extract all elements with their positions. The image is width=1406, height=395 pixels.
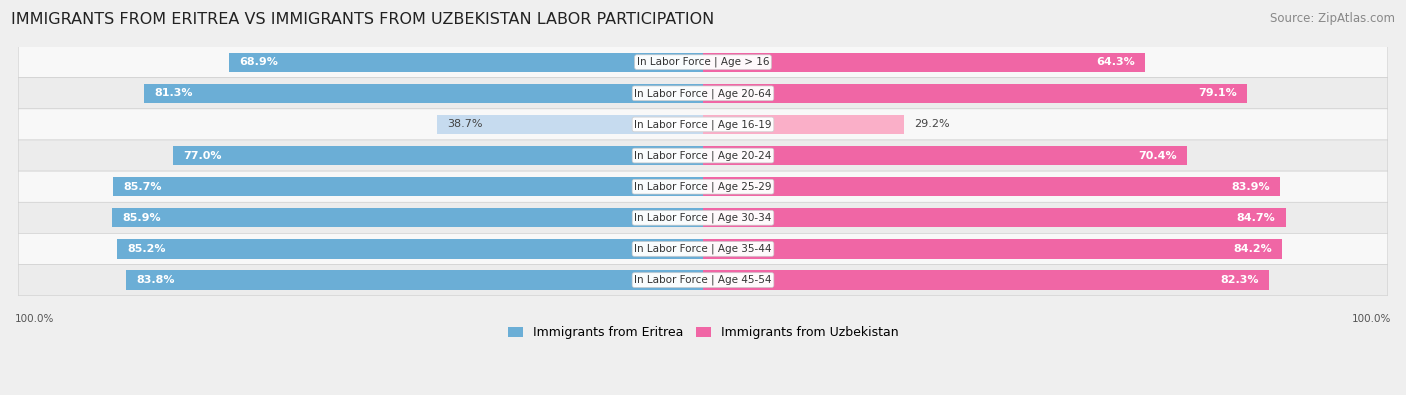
Bar [703,239,1282,259]
Text: 83.8%: 83.8% [136,275,176,285]
Text: In Labor Force | Age 45-54: In Labor Force | Age 45-54 [634,275,772,285]
Bar [703,271,1270,290]
Text: 70.4%: 70.4% [1139,150,1177,160]
Text: 79.1%: 79.1% [1198,88,1237,98]
Text: In Labor Force | Age 25-29: In Labor Force | Age 25-29 [634,181,772,192]
Text: 81.3%: 81.3% [155,88,193,98]
Text: 84.7%: 84.7% [1237,213,1275,223]
Bar [127,271,703,290]
Text: 84.2%: 84.2% [1233,244,1272,254]
Text: 77.0%: 77.0% [184,150,222,160]
Bar [112,208,703,228]
Bar [173,146,703,165]
Bar [437,115,703,134]
FancyBboxPatch shape [18,202,1388,233]
Bar [114,177,703,196]
Text: In Labor Force | Age 20-64: In Labor Force | Age 20-64 [634,88,772,98]
Bar [703,115,904,134]
Text: In Labor Force | Age 35-44: In Labor Force | Age 35-44 [634,244,772,254]
Text: 82.3%: 82.3% [1220,275,1258,285]
Text: 100.0%: 100.0% [15,314,55,324]
Bar [703,84,1247,103]
Text: In Labor Force | Age 20-24: In Labor Force | Age 20-24 [634,150,772,161]
Bar [229,53,703,72]
Text: 85.2%: 85.2% [127,244,166,254]
Bar [703,53,1146,72]
Text: 100.0%: 100.0% [1351,314,1391,324]
Text: 64.3%: 64.3% [1097,57,1135,67]
Text: In Labor Force | Age 30-34: In Labor Force | Age 30-34 [634,213,772,223]
Text: 85.7%: 85.7% [124,182,162,192]
FancyBboxPatch shape [18,109,1388,140]
FancyBboxPatch shape [18,171,1388,202]
Text: In Labor Force | Age > 16: In Labor Force | Age > 16 [637,57,769,68]
FancyBboxPatch shape [18,140,1388,171]
Bar [143,84,703,103]
FancyBboxPatch shape [18,265,1388,295]
Text: 29.2%: 29.2% [914,119,950,130]
Text: In Labor Force | Age 16-19: In Labor Force | Age 16-19 [634,119,772,130]
FancyBboxPatch shape [18,233,1388,265]
Bar [703,146,1187,165]
Text: IMMIGRANTS FROM ERITREA VS IMMIGRANTS FROM UZBEKISTAN LABOR PARTICIPATION: IMMIGRANTS FROM ERITREA VS IMMIGRANTS FR… [11,12,714,27]
Text: 85.9%: 85.9% [122,213,160,223]
Text: 83.9%: 83.9% [1232,182,1270,192]
Bar [703,177,1281,196]
Bar [703,208,1285,228]
Text: 38.7%: 38.7% [447,119,482,130]
Bar [117,239,703,259]
Text: Source: ZipAtlas.com: Source: ZipAtlas.com [1270,12,1395,25]
FancyBboxPatch shape [18,78,1388,109]
Text: 68.9%: 68.9% [239,57,278,67]
FancyBboxPatch shape [18,47,1388,78]
Legend: Immigrants from Eritrea, Immigrants from Uzbekistan: Immigrants from Eritrea, Immigrants from… [503,321,903,344]
